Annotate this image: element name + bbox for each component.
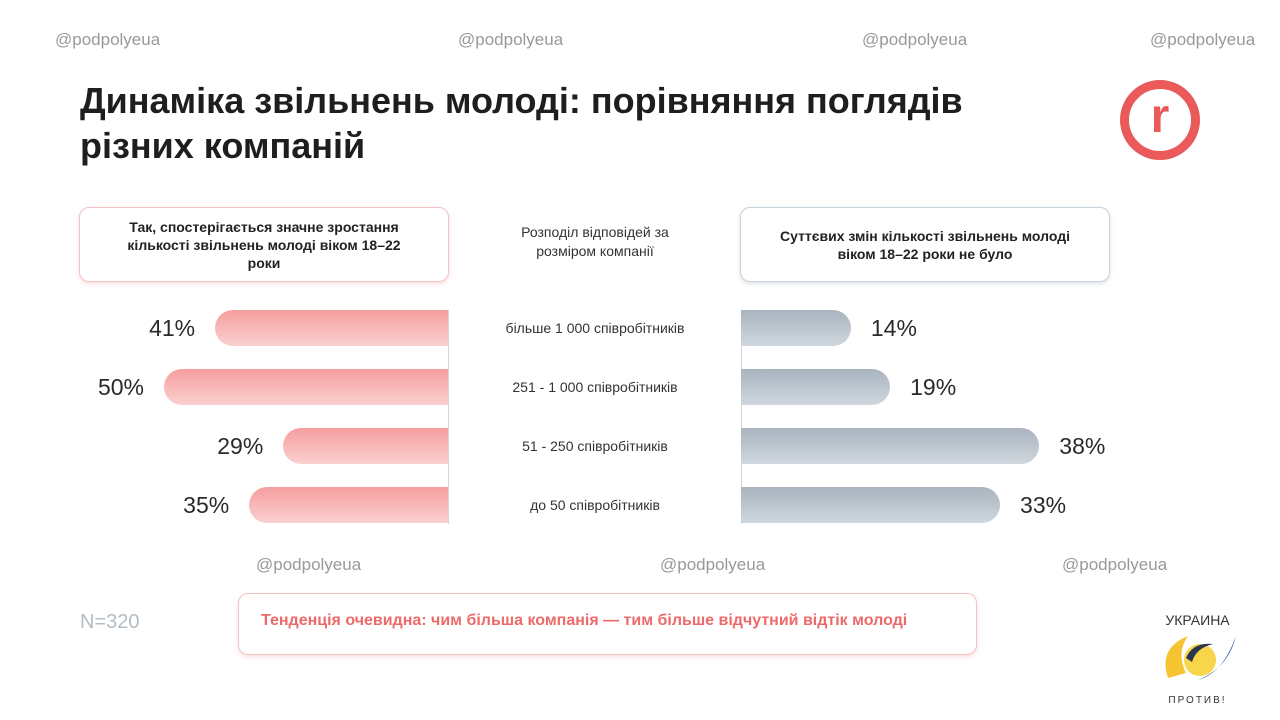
bar-left [164,369,448,405]
value-label-left: 35% [183,492,230,518]
sample-size: N=320 [80,611,140,633]
bar-left [215,310,448,346]
brand-logo: r [1120,80,1200,160]
watermark: @podpolyeua [660,555,766,574]
watermark: @podpolyeua [1062,555,1168,574]
watermark: @podpolyeua [862,30,968,49]
bar-right [741,310,851,346]
ukraine-against-logo: УКРАИНА ПРОТИВ! [1150,612,1245,706]
value-label-left: 29% [217,433,264,459]
value-label-right: 33% [1020,492,1067,518]
bar-left [283,428,448,464]
legend-left-label: Так, спостерігається значне зростання кі… [127,218,401,271]
bar-left [249,487,448,523]
conclusion-text: Тенденція очевидна: чим більша компанія … [261,612,908,629]
logo-bottom-text: ПРОТИВ! [1168,695,1227,706]
watermark: @podpolyeua [256,555,362,574]
right-axis [741,310,742,524]
bar-right [741,487,1001,523]
legend-right: Суттєвих змін кількості звільнень молоді… [740,207,1110,282]
value-label-right: 19% [910,374,957,400]
legend-left: Так, спостерігається значне зростання кі… [79,207,449,282]
category-label: до 50 співробітників [530,497,660,513]
left-axis [448,310,449,524]
category-label: більше 1 000 співробітників [505,320,685,336]
value-label-right: 38% [1059,433,1106,459]
category-label: 51 - 250 співробітників [522,438,668,454]
value-label-left: 41% [149,315,196,341]
legend-right-label: Суттєвих змін кількості звільнень молоді… [780,227,1070,262]
brand-logo-letter: r [1150,90,1170,143]
category-header: Розподіл відповідей за розміром компанії [521,224,669,259]
watermark: @podpolyeua [458,30,564,49]
sun-wing-icon [1165,636,1236,680]
logo-top-text: УКРАИНА [1165,612,1230,628]
watermark: @podpolyeua [1150,30,1256,49]
value-label-left: 50% [97,374,144,400]
page-title: Динаміка звільнень молоді: порівняння по… [80,80,963,166]
value-label-right: 14% [870,315,917,341]
conclusion-box: Тенденція очевидна: чим більша компанія … [238,593,977,655]
category-label: 251 - 1 000 співробітників [512,379,678,395]
bar-right [741,369,891,405]
watermark: @podpolyeua [55,30,161,49]
bar-right [741,428,1040,464]
